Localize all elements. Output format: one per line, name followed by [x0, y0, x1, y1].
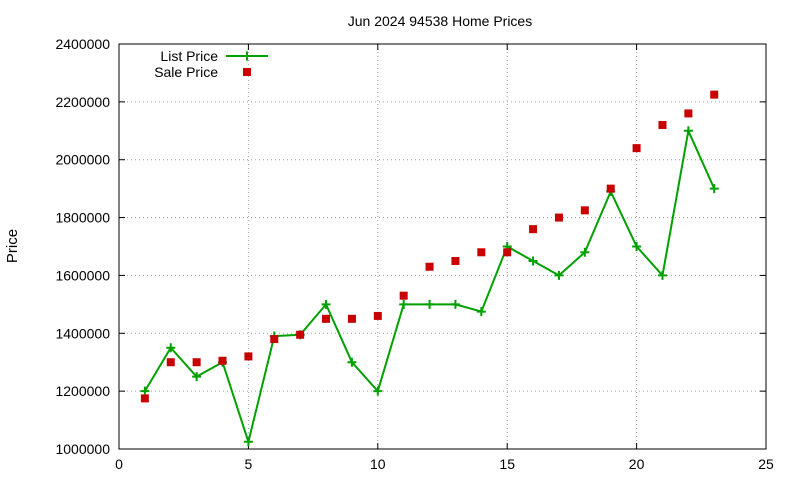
chart-title: Jun 2024 94538 Home Prices	[348, 13, 532, 29]
data-point-square	[606, 184, 615, 193]
data-point-square	[166, 358, 175, 367]
data-point-plus	[166, 343, 176, 353]
y-tick-label: 1000000	[55, 441, 110, 457]
data-point-square	[632, 144, 641, 153]
data-point-plus	[399, 299, 409, 309]
legend-label: Sale Price	[154, 64, 218, 80]
legend-label: List Price	[160, 48, 218, 64]
y-tick-label: 1200000	[55, 383, 110, 399]
data-point-square	[296, 330, 305, 339]
data-point-plus	[321, 299, 331, 309]
data-point-plus	[373, 386, 383, 396]
data-point-square	[140, 394, 149, 403]
data-point-plus	[347, 357, 357, 367]
y-tick-label: 2200000	[55, 94, 110, 110]
x-tick-label: 0	[115, 456, 123, 472]
series-list-price	[140, 126, 719, 447]
data-point-square	[580, 206, 589, 215]
series-layer	[140, 90, 719, 447]
y-tick-label: 1600000	[55, 267, 110, 283]
series-line	[144, 129, 716, 443]
data-point-square	[218, 356, 227, 365]
grid-lines	[119, 44, 766, 449]
x-tick-label: 20	[629, 456, 645, 472]
data-point-plus	[192, 372, 202, 382]
y-axis: 1000000 1200000 1400000 1600000 1800000 20000…	[55, 36, 766, 457]
data-point-plus	[140, 386, 150, 396]
data-point-square	[347, 314, 356, 323]
y-tick-label: 1400000	[55, 325, 110, 341]
data-point-square	[503, 248, 512, 257]
data-point-plus	[580, 247, 590, 257]
y-tick-label: 2400000	[55, 36, 110, 52]
data-point-plus	[709, 184, 719, 194]
data-point-square	[554, 213, 563, 222]
data-point-plus	[476, 307, 486, 317]
data-point-square	[425, 262, 434, 271]
data-point-square	[399, 291, 408, 300]
data-point-square	[322, 314, 331, 323]
data-point-plus	[243, 437, 253, 447]
series-sale-price	[140, 90, 719, 403]
x-axis: 0 5 10 15 20 25	[115, 44, 774, 472]
x-tick-label: 10	[370, 456, 386, 472]
data-point-square	[684, 109, 693, 118]
data-point-plus	[425, 299, 435, 309]
y-tick-label: 1800000	[55, 210, 110, 226]
y-tick-label: 2000000	[55, 152, 110, 168]
data-point-square	[529, 225, 538, 234]
data-point-square	[658, 121, 667, 129]
data-point-square	[270, 335, 279, 344]
data-point-plus	[683, 126, 693, 136]
y-axis-label: Price	[4, 229, 21, 263]
data-point-plus	[450, 299, 460, 309]
data-point-square	[451, 256, 460, 265]
data-point-square	[477, 248, 486, 257]
x-tick-label: 15	[499, 456, 515, 472]
plot-frame	[118, 43, 767, 450]
legend-swatch-marker	[243, 68, 251, 76]
data-point-plus	[528, 256, 538, 266]
data-point-square	[710, 90, 719, 99]
data-point-square	[373, 311, 382, 320]
x-tick-label: 5	[245, 456, 253, 472]
data-point-plus	[554, 270, 564, 280]
data-point-plus	[657, 270, 667, 280]
x-tick-label: 25	[758, 456, 774, 472]
data-point-square	[192, 358, 201, 367]
data-point-square	[244, 352, 253, 361]
legend-swatch-marker	[242, 51, 252, 61]
data-point-plus	[632, 242, 642, 251]
